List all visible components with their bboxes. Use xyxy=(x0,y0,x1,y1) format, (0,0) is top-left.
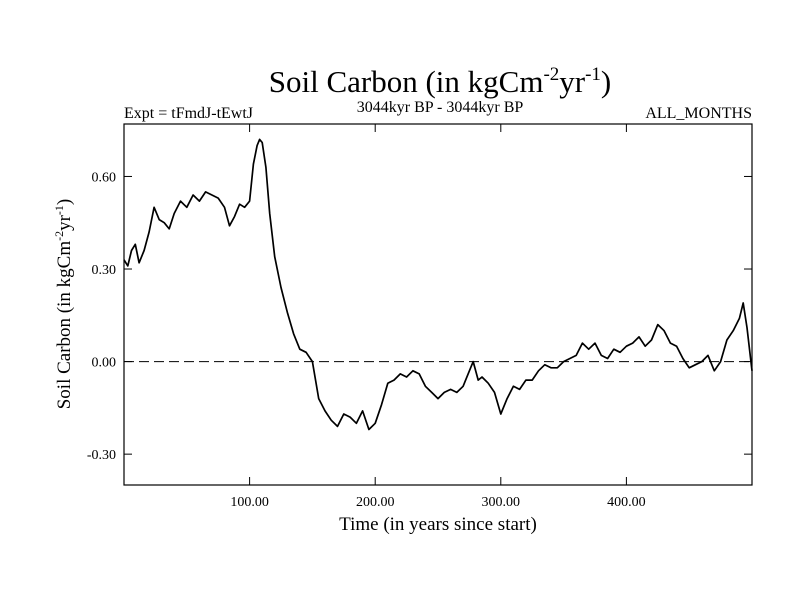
plot-frame xyxy=(123,123,753,486)
y-axis-label-sup1: -2 xyxy=(52,231,66,241)
chart-title-mid: yr xyxy=(559,64,586,99)
x-axis-label: Time (in years since start) xyxy=(339,514,537,535)
y-tick-label: -0.30 xyxy=(87,448,116,463)
y-axis-label-base: Soil Carbon (in kgCm xyxy=(54,241,75,410)
y-axis-label-end: ) xyxy=(54,199,75,205)
y-axis-label-mid: yr xyxy=(54,214,75,231)
period-label: 3044kyr BP - 3044kyr BP xyxy=(357,99,524,116)
chart-title-end: ) xyxy=(601,64,611,99)
x-tick-label: 200.00 xyxy=(356,495,395,510)
x-axis-ticks: 100.00 200.00 300.00 400.00 xyxy=(230,124,646,510)
x-tick-label: 300.00 xyxy=(482,495,521,510)
x-tick-label: 400.00 xyxy=(607,495,646,510)
y-tick-label: 0.60 xyxy=(92,170,117,185)
experiment-label: Expt = tFmdJ-tEwtJ xyxy=(124,105,253,122)
x-tick-label: 100.00 xyxy=(230,495,269,510)
chart-title-sup1: -2 xyxy=(543,64,559,85)
series-line-soil-carbon xyxy=(123,138,753,431)
months-label: ALL_MONTHS xyxy=(645,105,752,122)
chart-title-base: Soil Carbon (in kgCm xyxy=(269,64,544,99)
y-axis-ticks: 0.60 0.30 0.00 -0.30 xyxy=(87,170,752,463)
chart-title-sup2: -1 xyxy=(585,64,601,85)
y-tick-label: 0.00 xyxy=(92,356,117,371)
chart-title: Soil Carbon (in kgCm-2yr-1) xyxy=(269,64,612,99)
y-axis-label: Soil Carbon (in kgCm-2yr-1) xyxy=(52,199,75,410)
y-tick-label: 0.30 xyxy=(92,263,117,278)
y-axis-label-sup2: -1 xyxy=(52,205,66,215)
